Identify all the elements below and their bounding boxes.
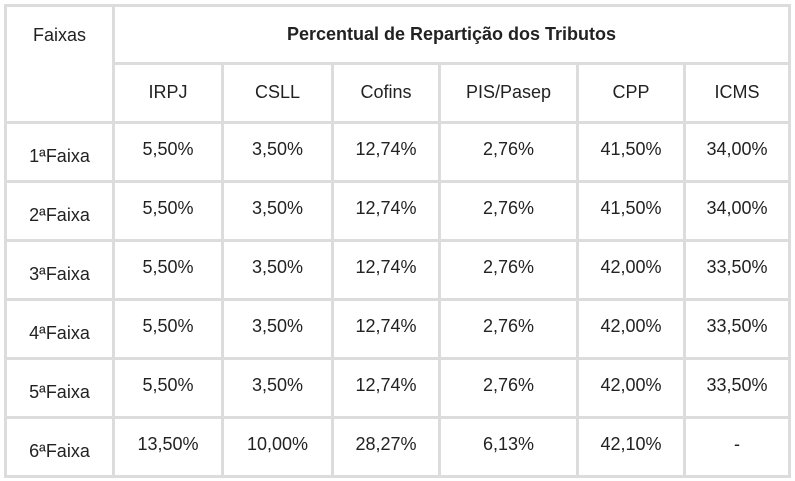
faixas-header: Faixas [4,4,115,124]
table-cell: 42,10% [576,416,686,478]
table-title-row: Faixas Percentual de Repartição dos Trib… [4,4,792,124]
table-cell: - [682,416,792,478]
faixa-label: 6ªFaixa [4,416,115,478]
table-row: 2ªFaixa 5,50% 3,50% 12,74% 2,76% 41,50% … [4,180,792,242]
faixa-label: 5ªFaixa [4,357,115,419]
faixa-label: 1ªFaixa [4,121,115,183]
column-header: CPP [576,62,686,124]
table-cell: 2,76% [438,357,579,419]
table-cell: 5,50% [112,298,224,360]
table-title: Percentual de Repartição dos Tributos [111,4,792,65]
table-cell: 12,74% [331,180,441,242]
table-cell: 6,13% [438,416,579,478]
table-cell: 33,50% [682,239,792,301]
table-row: 5ªFaixa 5,50% 3,50% 12,74% 2,76% 42,00% … [4,357,792,419]
column-header: IRPJ [112,62,224,124]
table-cell: 5,50% [112,121,224,183]
table-cell: 2,76% [438,239,579,301]
table-cell: 3,50% [221,298,334,360]
faixa-label: 2ªFaixa [4,180,115,242]
table-cell: 3,50% [221,357,334,419]
table-cell: 2,76% [438,298,579,360]
table-cell: 42,00% [576,357,686,419]
table-cell: 5,50% [112,180,224,242]
table-cell: 28,27% [331,416,441,478]
table-cell: 34,00% [682,180,792,242]
faixa-label: 3ªFaixa [4,239,115,301]
table-cell: 12,74% [331,121,441,183]
table-cell: 2,76% [438,121,579,183]
table-cell: 41,50% [576,121,686,183]
column-header: Cofins [331,62,441,124]
table-cell: 12,74% [331,298,441,360]
table-cell: 42,00% [576,298,686,360]
column-header-row: IRPJ CSLL Cofins PIS/Pasep CPP ICMS [6,62,792,124]
table-cell: 12,74% [331,239,441,301]
faixa-label: 4ªFaixa [4,298,115,360]
column-header: PIS/Pasep [438,62,579,124]
table-cell: 33,50% [682,298,792,360]
table-cell: 12,74% [331,357,441,419]
tax-distribution-table: Faixas Percentual de Repartição dos Trib… [4,4,792,478]
column-header: ICMS [682,62,792,124]
table-cell: 10,00% [221,416,334,478]
table-cell: 41,50% [576,180,686,242]
table-cell: 42,00% [576,239,686,301]
table-cell: 13,50% [112,416,224,478]
column-header: CSLL [221,62,334,124]
table-cell: 34,00% [682,121,792,183]
table-row: 1ªFaixa 5,50% 3,50% 12,74% 2,76% 41,50% … [4,121,792,183]
table-cell: 3,50% [221,121,334,183]
table-row: 3ªFaixa 5,50% 3,50% 12,74% 2,76% 42,00% … [4,239,792,301]
table-cell: 33,50% [682,357,792,419]
table-row: 4ªFaixa 5,50% 3,50% 12,74% 2,76% 42,00% … [4,298,792,360]
table-cell: 2,76% [438,180,579,242]
table-cell: 5,50% [112,239,224,301]
table-cell: 3,50% [221,239,334,301]
table-row: 6ªFaixa 13,50% 10,00% 28,27% 6,13% 42,10… [4,416,792,478]
table-cell: 3,50% [221,180,334,242]
table-cell: 5,50% [112,357,224,419]
faixas-header-label: Faixas [32,24,86,45]
